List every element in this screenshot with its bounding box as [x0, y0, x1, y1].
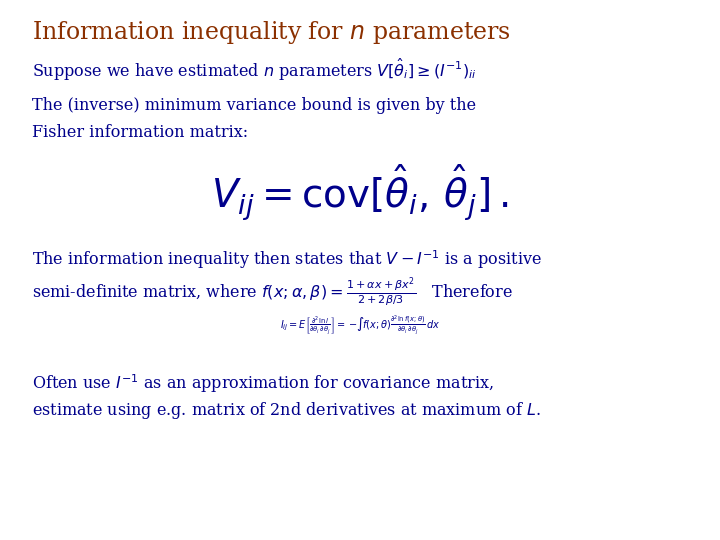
- Text: Fisher information matrix:: Fisher information matrix:: [32, 124, 248, 141]
- Text: $I_{ij} = E\left[\frac{\partial^2 \ln l}{\partial\theta_i\,\partial\theta_j}\rig: $I_{ij} = E\left[\frac{\partial^2 \ln l}…: [279, 313, 441, 336]
- Text: semi-definite matrix, where $f(x;\alpha,\beta) = \frac{1 + \alpha x + \beta x^{2: semi-definite matrix, where $f(x;\alpha,…: [32, 275, 513, 309]
- Text: Information inequality for $n$ parameters: Information inequality for $n$ parameter…: [32, 19, 511, 46]
- Text: The (inverse) minimum variance bound is given by the: The (inverse) minimum variance bound is …: [32, 97, 477, 114]
- Text: The information inequality then states that $V - I^{-1}$ is a positive: The information inequality then states t…: [32, 248, 542, 271]
- Text: estimate using e.g. matrix of 2nd derivatives at maximum of $L$.: estimate using e.g. matrix of 2nd deriva…: [32, 400, 541, 421]
- Text: Often use $I^{-1}$ as an approximation for covariance matrix,: Often use $I^{-1}$ as an approximation f…: [32, 373, 494, 395]
- Text: $V_{ij} = \mathrm{cov}[\hat{\theta}_i,\, \hat{\theta}_j]\,.$: $V_{ij} = \mathrm{cov}[\hat{\theta}_i,\,…: [212, 162, 508, 222]
- Text: Suppose we have estimated $n$ parameters $V[\hat{\theta}_i] \geq (I^{-1})_{ii}$: Suppose we have estimated $n$ parameters…: [32, 57, 477, 83]
